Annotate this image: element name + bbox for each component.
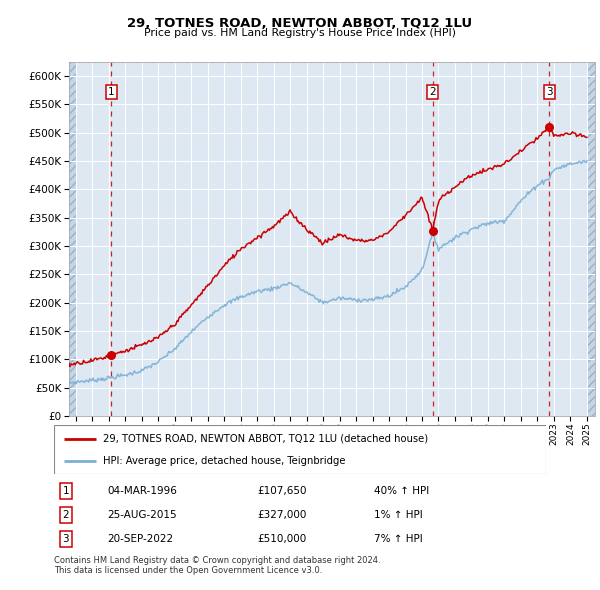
Text: 3: 3 [62, 534, 69, 544]
Text: 25-AUG-2015: 25-AUG-2015 [107, 510, 177, 520]
Text: 20-SEP-2022: 20-SEP-2022 [107, 534, 173, 544]
Text: 1% ↑ HPI: 1% ↑ HPI [374, 510, 423, 520]
Text: 3: 3 [546, 87, 553, 97]
Text: 04-MAR-1996: 04-MAR-1996 [107, 486, 177, 496]
Text: 1: 1 [108, 87, 115, 97]
Text: Contains HM Land Registry data © Crown copyright and database right 2024.
This d: Contains HM Land Registry data © Crown c… [54, 556, 380, 575]
Text: 40% ↑ HPI: 40% ↑ HPI [374, 486, 430, 496]
Bar [69, 62, 76, 416]
Text: 2: 2 [62, 510, 69, 520]
Text: 29, TOTNES ROAD, NEWTON ABBOT, TQ12 1LU (detached house): 29, TOTNES ROAD, NEWTON ABBOT, TQ12 1LU … [103, 434, 428, 444]
Text: £327,000: £327,000 [257, 510, 306, 520]
Text: 2: 2 [430, 87, 436, 97]
FancyBboxPatch shape [54, 425, 546, 474]
Text: £510,000: £510,000 [257, 534, 306, 544]
Text: 29, TOTNES ROAD, NEWTON ABBOT, TQ12 1LU: 29, TOTNES ROAD, NEWTON ABBOT, TQ12 1LU [127, 17, 473, 30]
Text: HPI: Average price, detached house, Teignbridge: HPI: Average price, detached house, Teig… [103, 456, 346, 466]
Text: £107,650: £107,650 [257, 486, 307, 496]
Text: Price paid vs. HM Land Registry's House Price Index (HPI): Price paid vs. HM Land Registry's House … [144, 28, 456, 38]
Bar [587, 62, 595, 416]
Text: 1: 1 [62, 486, 69, 496]
Text: 7% ↑ HPI: 7% ↑ HPI [374, 534, 423, 544]
